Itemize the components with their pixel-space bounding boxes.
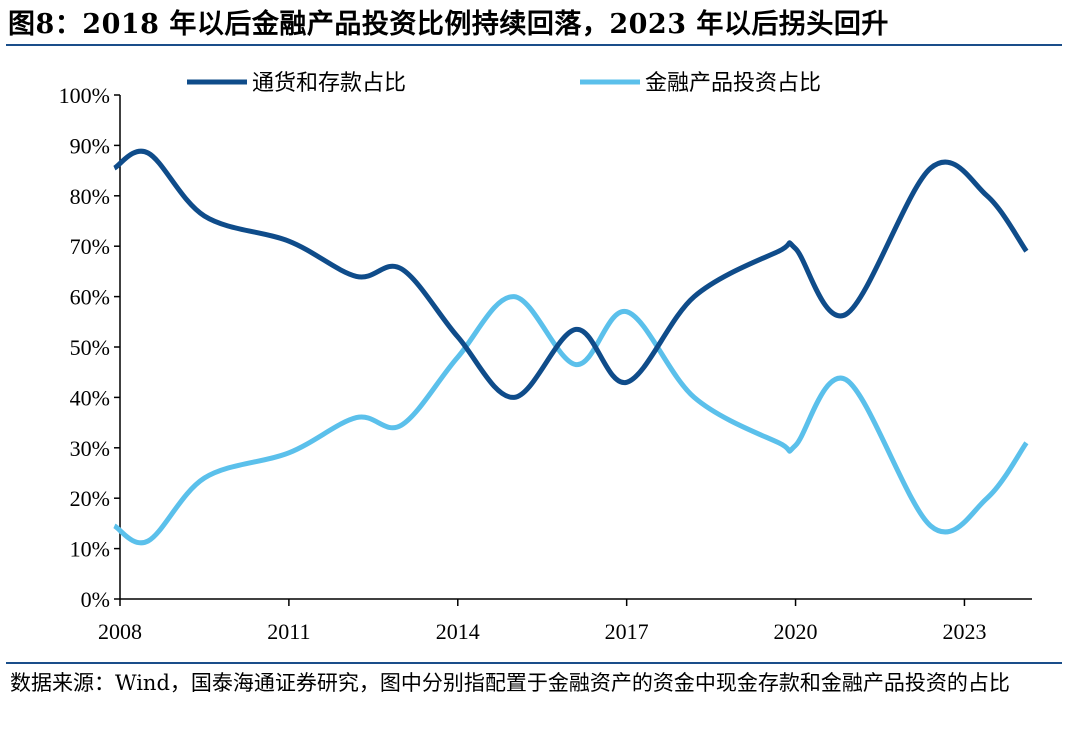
data-source-note: 数据来源：Wind，国泰海通证券研究，图中分别指配置于金融资产的资金中现金存款和… [10,671,1010,695]
x-tick-label: 2017 [605,619,649,644]
y-tick-label: 60% [70,285,110,310]
source-divider [6,662,1062,664]
x-tick-label: 2011 [267,619,310,644]
series-line-deposits [112,148,1029,400]
legend-label-deposits: 通货和存款占比 [252,71,406,96]
title-divider [6,44,1062,46]
y-tick-label: 90% [70,133,110,158]
x-tick-label: 2023 [942,619,986,644]
legend-label-financial-products: 金融产品投资占比 [645,71,821,96]
y-tick-label: 80% [70,184,110,209]
series-group [112,148,1029,546]
y-tick-label: 10% [70,537,110,562]
y-tick-label: 50% [70,335,110,360]
x-tick-label: 2008 [98,619,142,644]
y-tick-label: 30% [70,436,110,461]
y-tick-label: 70% [70,234,110,259]
y-tick-label: 40% [70,385,110,410]
x-tick-label: 2020 [774,619,818,644]
axes: 0% 10% 20% 30% 40% 50% 60% 70% 80% 90% 100% 2008 201… [59,83,1032,644]
chart-title: 图8：2018 年以后金融产品投资比例持续回落，2023 年以后拐头回升 [8,9,889,40]
y-tick-label: 0% [81,587,110,612]
legend: 通货和存款占比 金融产品投资占比 [187,71,821,96]
series-line-financial-products [112,294,1029,546]
y-tick-label: 20% [70,486,110,511]
y-tick-label: 100% [59,83,110,108]
line-chart: 通货和存款占比 金融产品投资占比 0% 10% 20% 30% 40% 50% 60% 70%… [59,71,1032,644]
x-tick-label: 2014 [436,619,480,644]
